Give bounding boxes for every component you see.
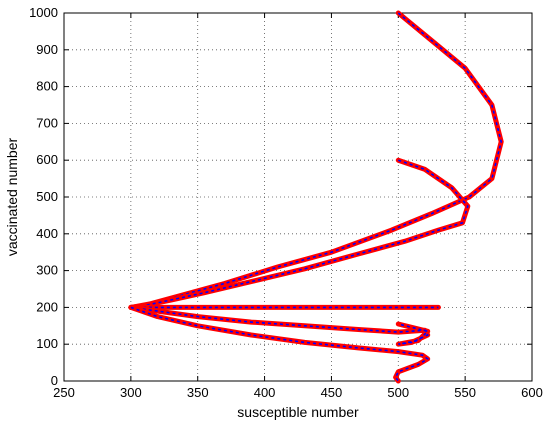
y-tick-label: 100 bbox=[36, 336, 58, 351]
y-tick-label: 300 bbox=[36, 263, 58, 278]
y-tick-label: 900 bbox=[36, 42, 58, 57]
series-1-line bbox=[130, 12, 503, 309]
y-tick-label: 200 bbox=[36, 299, 58, 314]
y-axis: 0 100 200 300 400 500 600 700 800 900 1000 bbox=[29, 5, 532, 388]
x-tick-label: 350 bbox=[187, 385, 209, 400]
series-4-line bbox=[130, 306, 430, 345]
series-5-markers bbox=[128, 304, 431, 384]
x-tick-label: 500 bbox=[387, 385, 409, 400]
x-tick-label: 550 bbox=[454, 385, 476, 400]
series-2-line bbox=[130, 159, 469, 309]
series-2-markers bbox=[128, 157, 471, 310]
y-axis-label: vaccinated number bbox=[4, 138, 20, 257]
x-tick-label: 600 bbox=[521, 385, 543, 400]
x-tick-label: 400 bbox=[254, 385, 276, 400]
x-tick-label: 300 bbox=[120, 385, 142, 400]
y-tick-label: 700 bbox=[36, 115, 58, 130]
x-tick-label: 450 bbox=[321, 385, 343, 400]
series-5-line bbox=[130, 306, 430, 382]
y-tick-label: 400 bbox=[36, 226, 58, 241]
y-tick-label: 0 bbox=[51, 373, 58, 388]
y-tick-label: 500 bbox=[36, 189, 58, 204]
y-tick-label: 600 bbox=[36, 152, 58, 167]
series-group bbox=[128, 10, 504, 384]
x-axis-label: susceptible number bbox=[237, 404, 359, 420]
x-tick-label: 250 bbox=[53, 385, 75, 400]
y-tick-label: 800 bbox=[36, 79, 58, 94]
y-tick-label: 1000 bbox=[29, 5, 58, 20]
